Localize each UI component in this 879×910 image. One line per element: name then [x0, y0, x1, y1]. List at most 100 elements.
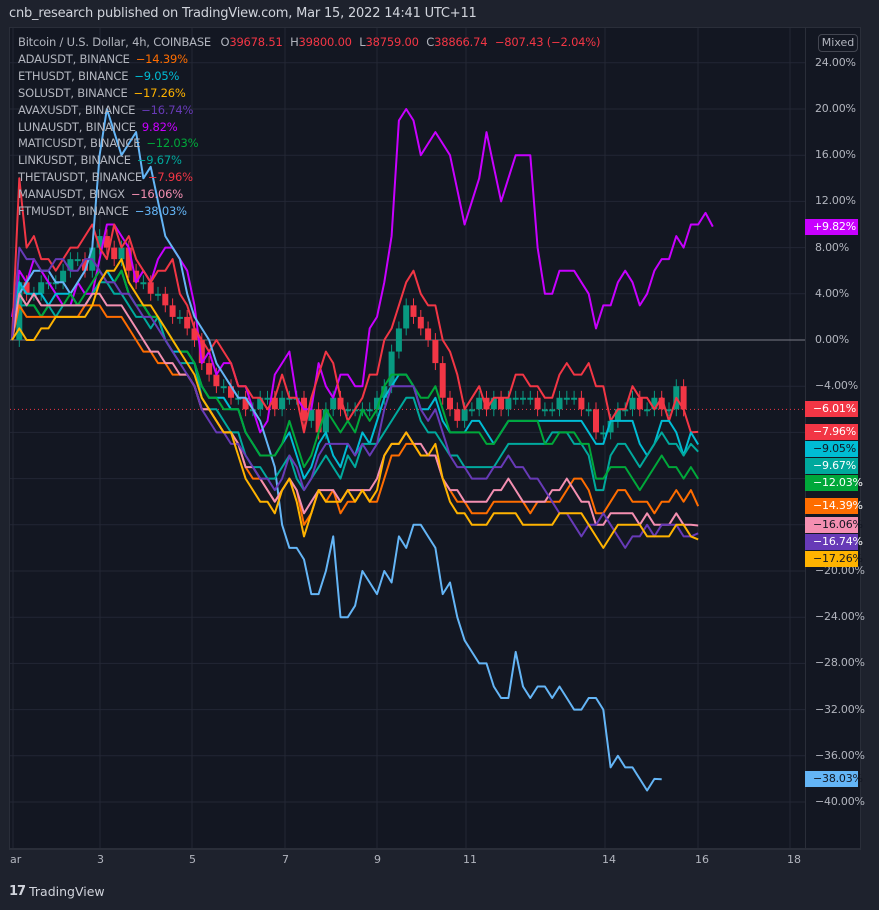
- candle-body: [198, 340, 205, 364]
- series-line[interactable]: [11, 269, 700, 480]
- candle-body: [600, 432, 607, 435]
- candle-body: [111, 247, 118, 260]
- candle-body: [103, 236, 110, 248]
- tradingview-logo[interactable]: 17 TradingView: [9, 884, 105, 899]
- legend-item[interactable]: AVAXUSDT, BINANCE −16.74%: [18, 102, 600, 119]
- price-badge: +9.82%: [805, 218, 858, 235]
- series-line[interactable]: [11, 269, 700, 492]
- candle-body: [607, 420, 614, 433]
- price-axis-tick: −28.00%: [815, 656, 865, 670]
- time-axis-label: ar: [10, 853, 22, 866]
- series-line[interactable]: [11, 292, 699, 527]
- candle-body: [563, 397, 570, 400]
- candle-body: [490, 397, 497, 410]
- candle-body: [578, 397, 585, 410]
- legend-symbol: SOLUSDT, BINANCE: [18, 85, 128, 100]
- legend-value: −12.03%: [146, 136, 199, 151]
- price-badge: −16.74%: [805, 534, 863, 551]
- series-line[interactable]: [11, 246, 699, 549]
- candle-body: [417, 316, 424, 329]
- legend-item[interactable]: MANAUSDT, BINGX −16.06%: [18, 186, 600, 203]
- price-axis-tick: 16.00%: [815, 148, 856, 162]
- candle-body: [330, 397, 337, 410]
- legend-value: −9.67%: [136, 153, 182, 168]
- legend-item[interactable]: ADAUSDT, BINANCE −14.39%: [18, 51, 600, 68]
- legend-value: −16.74%: [141, 102, 194, 117]
- candle-body: [381, 386, 388, 398]
- candle-body: [432, 340, 439, 364]
- legend-symbol: FTMUSDT, BINANCE: [18, 204, 129, 219]
- legend: Bitcoin / U.S. Dollar, 4h, COINBASE O396…: [18, 34, 601, 220]
- candle-body: [67, 259, 74, 271]
- candle-body: [374, 397, 380, 410]
- candle-body: [585, 409, 592, 412]
- scale-mode-button[interactable]: Mixed: [818, 34, 858, 52]
- candle-body: [658, 397, 665, 410]
- price-axis-tick: −24.00%: [815, 610, 865, 624]
- time-axis-label: 14: [602, 853, 616, 866]
- candle-body: [23, 282, 30, 294]
- price-badge: −17.26%: [805, 551, 863, 568]
- candle-body: [593, 409, 599, 433]
- candle-body: [82, 259, 88, 271]
- candle-body: [213, 374, 220, 387]
- price-badge: −16.06%: [805, 517, 863, 534]
- legend-item[interactable]: LINKUSDT, BINANCE −9.67%: [18, 152, 600, 169]
- candle-body: [176, 316, 183, 319]
- legend-item[interactable]: THETAUSDT, BINANCE −7.96%: [18, 169, 600, 186]
- candle-body: [74, 259, 81, 262]
- legend-symbol: LINKUSDT, BINANCE: [18, 153, 131, 168]
- legend-item[interactable]: MATICUSDT, BINANCE −12.03%: [18, 135, 600, 152]
- series-line[interactable]: [11, 108, 714, 434]
- tradingview-logo-text: TradingView: [29, 884, 105, 899]
- candle-body: [162, 293, 169, 306]
- legend-item[interactable]: ETHUSDT, BINANCE −9.05%: [18, 68, 600, 85]
- candle-body: [636, 397, 643, 410]
- legend-item[interactable]: SOLUSDT, BINANCE −17.26%: [18, 85, 600, 102]
- chart-pane[interactable]: [9, 27, 861, 850]
- candle-body: [125, 247, 132, 271]
- legend-symbol: LUNAUSDT, BINANCE: [18, 119, 136, 134]
- legend-item[interactable]: LUNAUSDT, BINANCE 9.82%: [18, 119, 600, 136]
- legend-item[interactable]: FTMUSDT, BINANCE −38.03%: [18, 203, 600, 220]
- price-axis-tick: 24.00%: [815, 55, 856, 69]
- price-badge: −7.96%: [805, 423, 858, 440]
- legend-value: −38.03%: [134, 204, 187, 219]
- legend-value: −14.39%: [135, 51, 188, 66]
- price-badge: −12.03%: [805, 474, 863, 491]
- candle-body: [454, 409, 461, 421]
- price-axis-tick: −36.00%: [815, 748, 865, 762]
- series-line[interactable]: [11, 108, 662, 792]
- time-axis-label: 5: [189, 853, 196, 866]
- candle-body: [206, 363, 213, 375]
- price-badge: −14.39%: [805, 498, 863, 515]
- candle-body: [279, 397, 286, 410]
- candle-body: [468, 409, 475, 412]
- candle-body: [395, 328, 402, 352]
- price-axis-tick: 12.00%: [815, 194, 856, 208]
- ohlc-high-key: H: [290, 35, 299, 49]
- candle-body: [16, 282, 23, 340]
- series-line[interactable]: [11, 258, 699, 549]
- time-axis-label: 16: [695, 853, 709, 866]
- candle-body: [228, 386, 234, 398]
- candle-body: [476, 397, 483, 410]
- price-axis-tick: −32.00%: [815, 702, 865, 716]
- price-axis-tick: −40.00%: [815, 795, 865, 808]
- price-axis-tick: 8.00%: [815, 240, 849, 254]
- price-axis-tick: −4.00%: [815, 379, 858, 393]
- legend-value: −7.96%: [147, 170, 193, 185]
- series-line[interactable]: [11, 281, 699, 492]
- candle-body: [133, 270, 140, 283]
- series-line[interactable]: [11, 177, 699, 434]
- candle-body: [556, 397, 563, 410]
- publish-header: cnb_research published on TradingView.co…: [9, 6, 477, 21]
- ohlc-low: 38759.00: [365, 35, 419, 49]
- candle-body: [644, 409, 651, 412]
- ohlc-close-key: C: [426, 35, 435, 49]
- candle-body: [60, 270, 67, 283]
- main-symbol-legend[interactable]: Bitcoin / U.S. Dollar, 4h, COINBASE O396…: [18, 34, 601, 51]
- price-badge: −38.03%: [805, 771, 863, 788]
- time-axis-label: 9: [374, 853, 381, 866]
